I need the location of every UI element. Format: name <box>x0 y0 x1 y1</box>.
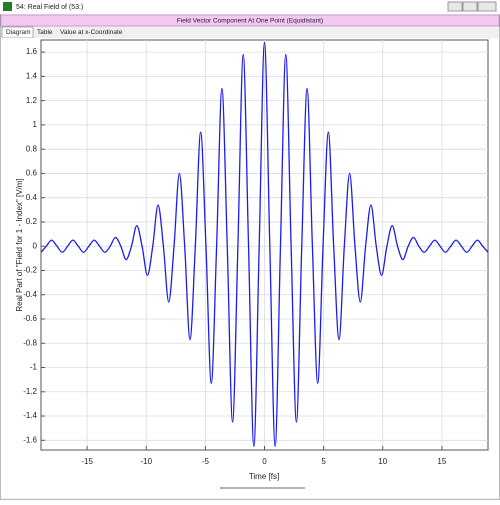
tab-label[interactable]: Table <box>37 29 53 36</box>
x-tick-label: -15 <box>81 457 93 466</box>
y-tick-label: -1.6 <box>23 435 37 444</box>
y-tick-label: 0 <box>33 241 38 250</box>
maximize-button[interactable] <box>462 1 478 12</box>
x-tick-label: 5 <box>321 457 326 466</box>
y-tick-label: 0.2 <box>26 217 38 226</box>
y-tick-label: 1.2 <box>26 96 38 105</box>
y-tick-label: -0.4 <box>23 290 37 299</box>
y-tick-label: -1.4 <box>23 411 37 420</box>
minimize-button[interactable] <box>447 1 463 12</box>
x-tick-label: -10 <box>140 457 152 466</box>
y-tick-label: 0.6 <box>26 169 38 178</box>
header-text: Field Vector Component At One Point (Equ… <box>177 18 323 25</box>
window-title: 54: Real Field of (53:) <box>16 4 83 11</box>
y-tick-label: -0.8 <box>23 338 37 347</box>
tab-label[interactable]: Value at x-Coordinate <box>60 29 123 36</box>
x-axis-label: Time [fs] <box>249 472 279 481</box>
x-tick-label: 10 <box>378 457 387 466</box>
y-tick-label: 0.8 <box>26 144 38 153</box>
app-icon <box>3 2 12 11</box>
y-tick-label: -1 <box>30 363 38 372</box>
y-tick-label: 0.4 <box>26 193 38 202</box>
y-tick-label: -0.6 <box>23 314 37 323</box>
y-tick-label: -0.2 <box>23 266 37 275</box>
close-button[interactable] <box>477 1 497 12</box>
y-tick-label: 1 <box>33 120 38 129</box>
tab-label[interactable]: Diagram <box>6 29 31 36</box>
title-bar <box>0 0 500 14</box>
x-tick-label: 0 <box>262 457 267 466</box>
header-bar <box>0 14 500 27</box>
y-axis-label: Real Part of "Field for 1 - Index" [V/m] <box>15 178 24 311</box>
y-tick-label: 1.4 <box>26 71 38 80</box>
data-line <box>41 41 488 448</box>
y-tick-label: -1.2 <box>23 387 37 396</box>
x-tick-label: 15 <box>437 457 446 466</box>
x-tick-label: -5 <box>202 457 210 466</box>
y-tick-label: 1.6 <box>26 47 38 56</box>
